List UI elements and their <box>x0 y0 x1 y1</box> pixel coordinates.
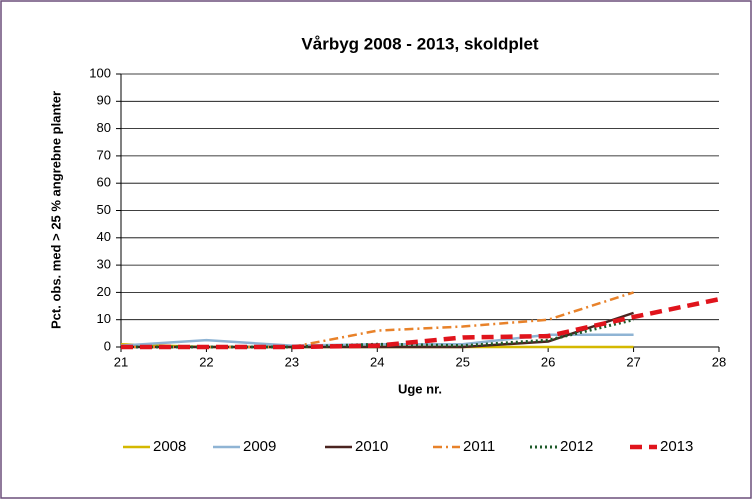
legend-label: 2012 <box>560 438 593 455</box>
x-axis-label: Uge nr. <box>398 381 442 396</box>
y-tick-label: 10 <box>97 311 111 326</box>
y-axis-label: Pct. obs. med > 25 % angrebne planter <box>48 91 63 329</box>
y-tick-label: 30 <box>97 257 111 272</box>
y-tick-label: 50 <box>97 202 111 217</box>
legend-label: 2008 <box>153 438 186 455</box>
y-tick-label: 100 <box>89 65 111 80</box>
legend-label: 2010 <box>355 438 388 455</box>
x-tick-label: 28 <box>712 354 726 369</box>
y-tick-label: 40 <box>97 229 111 244</box>
legend-label: 2011 <box>463 438 495 455</box>
y-tick-label: 60 <box>97 175 111 190</box>
y-tick-label: 70 <box>97 147 111 162</box>
legend-label: 2013 <box>660 438 693 455</box>
series-line <box>121 297 720 350</box>
y-tick-label: 90 <box>97 93 111 108</box>
y-tick-label: 80 <box>97 120 111 135</box>
y-tick-label: 0 <box>104 338 111 353</box>
y-tick-label: 20 <box>97 284 111 299</box>
x-tick-label: 27 <box>626 354 640 369</box>
x-tick-label: 23 <box>285 354 299 369</box>
x-tick-label: 26 <box>541 354 555 369</box>
x-tick-label: 21 <box>114 354 128 369</box>
legend-label: 2009 <box>243 438 276 455</box>
x-tick-label: 22 <box>199 354 213 369</box>
chart-title: Vårbyg 2008 - 2013, skoldplet <box>301 34 539 53</box>
x-tick-label: 24 <box>370 354 384 369</box>
x-tick-label: 25 <box>455 354 469 369</box>
